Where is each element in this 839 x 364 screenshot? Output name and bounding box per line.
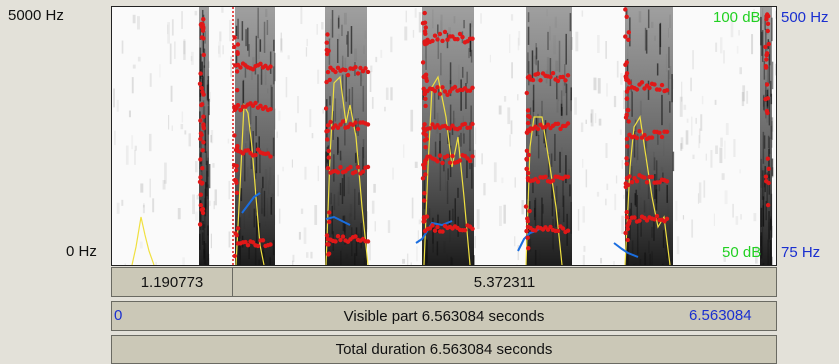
pitch-bottom-label: 75 Hz (781, 244, 821, 261)
formant-dots (197, 7, 771, 259)
selection-left-segment[interactable]: 1.190773 (111, 267, 233, 297)
visible-end-time: 6.563084 (689, 307, 752, 324)
freq-top-label: 5000 Hz (8, 7, 64, 24)
selection-right-segment[interactable]: 5.372311 (232, 267, 777, 297)
visible-start-time: 0 (114, 307, 123, 324)
selection-right-duration: 5.372311 (473, 273, 536, 291)
intensity-curve (131, 75, 671, 265)
selection-left-duration: 1.190773 (140, 273, 204, 291)
freq-bottom-label: 0 Hz (66, 243, 97, 260)
visible-part-label: Visible part 6.563084 seconds (343, 307, 545, 325)
spectrogram-panel[interactable] (111, 6, 777, 266)
intensity-bottom-label: 50 dB (722, 244, 762, 261)
total-duration-label: Total duration 6.563084 seconds (335, 341, 553, 358)
pitch-top-label: 500 Hz (781, 9, 829, 26)
visible-part-bar[interactable]: Visible part 6.563084 seconds (111, 301, 777, 331)
intensity-top-label: 100 dB (713, 9, 761, 26)
spectrogram-canvas[interactable] (112, 7, 776, 265)
total-duration-bar[interactable]: Total duration 6.563084 seconds (111, 335, 777, 364)
